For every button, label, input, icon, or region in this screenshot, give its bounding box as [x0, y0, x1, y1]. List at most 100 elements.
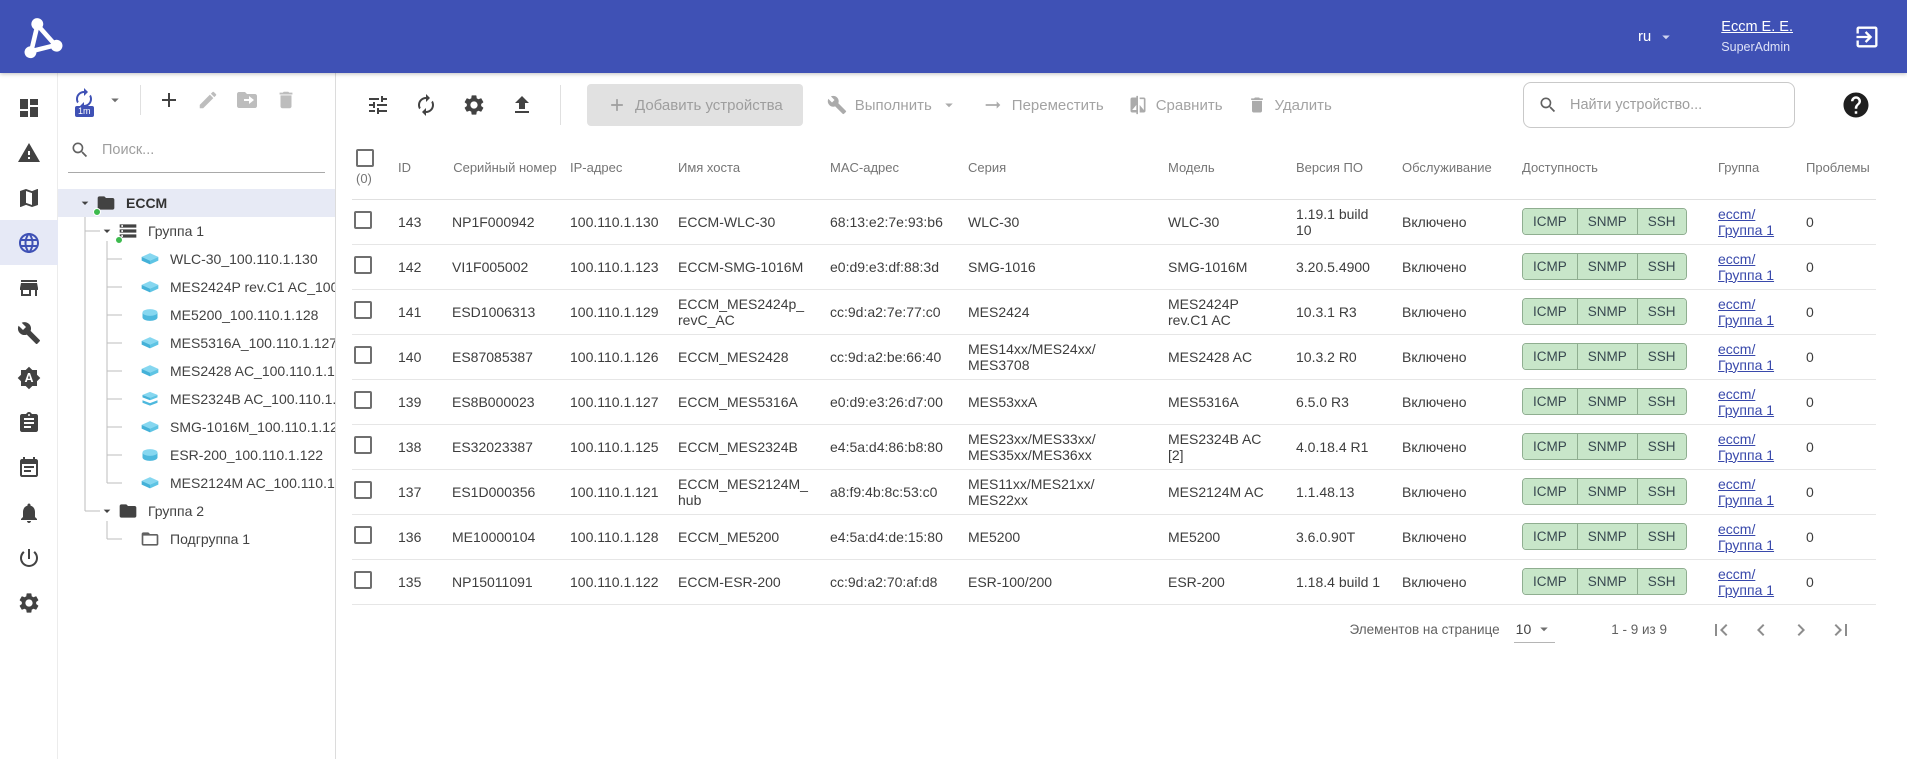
- tree-item[interactable]: MES5316A_100.110.1.127: [58, 329, 335, 357]
- row-checkbox[interactable]: [354, 481, 372, 499]
- rail-item-power[interactable]: [0, 535, 58, 580]
- row-checkbox[interactable]: [354, 346, 372, 364]
- row-checkbox[interactable]: [354, 526, 372, 544]
- move-button[interactable]: Переместить: [982, 94, 1104, 116]
- column-header-mac[interactable]: MAC-адрес: [830, 137, 968, 200]
- tree-item[interactable]: MES2124M AC_100.110.1: [58, 469, 335, 497]
- rail-item-gear[interactable]: [0, 580, 58, 625]
- cell-service: Включено: [1402, 379, 1522, 425]
- help-button[interactable]: [1841, 90, 1871, 120]
- column-header-model[interactable]: Модель: [1168, 137, 1296, 200]
- auto-refresh-button[interactable]: 1m: [72, 87, 98, 117]
- first-page-button[interactable]: [1701, 610, 1741, 650]
- table-settings-button[interactable]: [462, 93, 486, 117]
- column-header-service[interactable]: Обслуживание: [1402, 137, 1522, 200]
- rail-item-map[interactable]: [0, 175, 58, 220]
- row-checkbox[interactable]: [354, 211, 372, 229]
- divider: [140, 85, 141, 115]
- previous-page-button[interactable]: [1741, 610, 1781, 650]
- tree-item[interactable]: ECCM: [58, 189, 335, 217]
- rail-item-warning[interactable]: [0, 130, 58, 175]
- group-link[interactable]: eccm/ Группа 1: [1718, 430, 1775, 463]
- tree-search-input[interactable]: [100, 140, 323, 159]
- app-logo-icon[interactable]: [18, 14, 64, 60]
- device-search-input[interactable]: [1568, 96, 1780, 114]
- edit-group-button[interactable]: [197, 89, 219, 111]
- group-link[interactable]: eccm/ Группа 1: [1718, 295, 1775, 328]
- tree-item[interactable]: MES2424P rev.C1 AC_100: [58, 273, 335, 301]
- next-page-button[interactable]: [1781, 610, 1821, 650]
- compare-button[interactable]: Сравнить: [1128, 95, 1223, 115]
- tree-item[interactable]: MES2324B AC_100.110.1.: [58, 385, 335, 413]
- group-link[interactable]: eccm/ Группа 1: [1718, 340, 1775, 373]
- row-checkbox[interactable]: [354, 256, 372, 274]
- caret-expanded-icon[interactable]: [76, 194, 94, 212]
- tree-item-label: ECCM: [126, 195, 168, 211]
- group-link[interactable]: eccm/ Группа 1: [1718, 520, 1775, 553]
- refresh-button[interactable]: [414, 93, 438, 117]
- caret-expanded-icon[interactable]: [98, 502, 116, 520]
- logout-button[interactable]: [1853, 23, 1881, 51]
- gear-icon: [464, 95, 484, 115]
- tree-item[interactable]: ESR-200_100.110.1.122: [58, 441, 335, 469]
- row-checkbox[interactable]: [354, 571, 372, 589]
- cell-model: WLC-30: [1168, 199, 1296, 245]
- rail-item-calendar[interactable]: [0, 445, 58, 490]
- column-header-group[interactable]: Группа: [1718, 137, 1806, 200]
- tree-item[interactable]: Группа 1: [58, 217, 335, 245]
- column-header-serial[interactable]: Серийный номер: [452, 137, 570, 200]
- language-selector[interactable]: ru: [1638, 28, 1675, 46]
- tools-icon: [827, 95, 846, 115]
- folder-move-icon: [237, 92, 257, 108]
- row-checkbox[interactable]: [354, 391, 372, 409]
- status-ok-dot: [115, 236, 123, 244]
- column-header-hostname[interactable]: Имя хоста: [678, 137, 830, 200]
- column-header-ip[interactable]: IP-адрес: [570, 137, 678, 200]
- items-per-page-select[interactable]: 10: [1513, 616, 1556, 643]
- rail-item-globe[interactable]: [0, 220, 58, 265]
- column-header-series[interactable]: Серия: [968, 137, 1168, 200]
- tune-icon: [369, 96, 387, 114]
- delete-button[interactable]: Удалить: [1247, 95, 1332, 115]
- rail-item-dashboard[interactable]: [0, 85, 58, 130]
- tree-item[interactable]: SMG-1016M_100.110.1.12: [58, 413, 335, 441]
- tree-item[interactable]: MES2428 AC_100.110.1.1: [58, 357, 335, 385]
- move-group-button[interactable]: [235, 88, 259, 112]
- tree-item[interactable]: Подгруппа 1: [58, 525, 335, 553]
- column-header-id[interactable]: ID: [398, 137, 452, 200]
- group-link[interactable]: eccm/ Группа 1: [1718, 475, 1775, 508]
- refresh-options-button[interactable]: [106, 91, 124, 109]
- tree-item[interactable]: Группа 2: [58, 497, 335, 525]
- group-link[interactable]: eccm/ Группа 1: [1718, 205, 1775, 238]
- group-link[interactable]: eccm/ Группа 1: [1718, 250, 1775, 283]
- upload-button[interactable]: [510, 93, 534, 117]
- select-all-checkbox[interactable]: [356, 149, 374, 168]
- add-devices-button[interactable]: Добавить устройства: [587, 84, 803, 126]
- caret-expanded-icon[interactable]: [98, 222, 116, 240]
- row-checkbox[interactable]: [354, 301, 372, 319]
- add-group-button[interactable]: [157, 88, 181, 112]
- cell-service: Включено: [1402, 244, 1522, 290]
- rail-item-brightness-auto[interactable]: [0, 355, 58, 400]
- group-link[interactable]: eccm/ Группа 1: [1718, 385, 1775, 418]
- column-header-firmware[interactable]: Версия ПО: [1296, 137, 1402, 200]
- columns-filter-button[interactable]: [366, 93, 390, 117]
- tree-item-label: MES2124M AC_100.110.1: [170, 475, 335, 491]
- devices-table: (0) ID Серийный номер IP-адрес Имя хоста MAC-…: [352, 137, 1876, 605]
- rail-item-bell[interactable]: [0, 490, 58, 535]
- execute-button[interactable]: Выполнить: [827, 95, 958, 115]
- group-link[interactable]: eccm/ Группа 1: [1718, 565, 1775, 598]
- rail-item-clipboard[interactable]: [0, 400, 58, 445]
- column-header-problems[interactable]: Проблемы: [1806, 137, 1876, 200]
- user-name-link[interactable]: Eccm E. E.: [1721, 18, 1793, 35]
- column-header-availability[interactable]: Доступность: [1522, 137, 1718, 200]
- rail-item-wrench[interactable]: [0, 310, 58, 355]
- user-menu[interactable]: Eccm E. E. SuperAdmin: [1721, 18, 1793, 56]
- rail-item-storefront[interactable]: [0, 265, 58, 310]
- cell-firmware: 6.5.0 R3: [1296, 379, 1402, 425]
- tree-item[interactable]: ME5200_100.110.1.128: [58, 301, 335, 329]
- row-checkbox[interactable]: [354, 436, 372, 454]
- last-page-button[interactable]: [1821, 610, 1861, 650]
- tree-item[interactable]: WLC-30_100.110.1.130: [58, 245, 335, 273]
- delete-group-button[interactable]: [275, 89, 297, 111]
